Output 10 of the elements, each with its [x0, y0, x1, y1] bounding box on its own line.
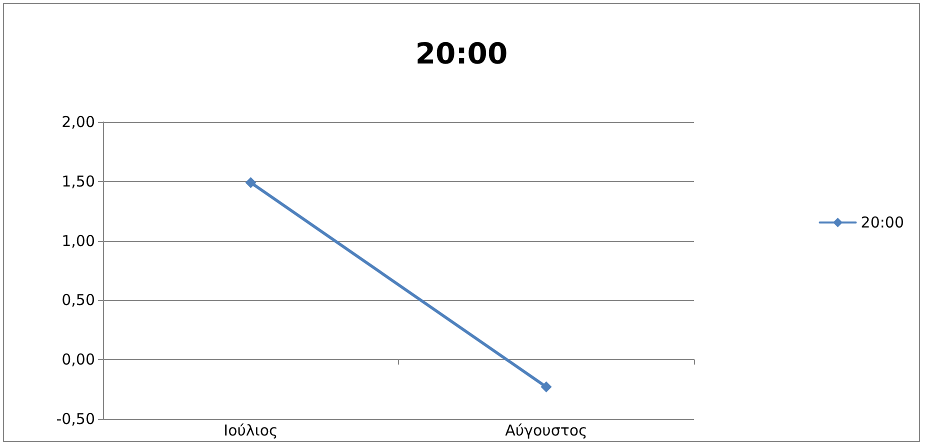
y-tick-label: 1,50 [62, 172, 95, 190]
y-tick-label: 2,00 [62, 113, 95, 131]
x-tick-label: Αύγουστος [505, 422, 588, 440]
chart-title: 20:00 [415, 36, 508, 70]
y-tick-label: 0,50 [62, 291, 95, 310]
y-tick-label: -0,50 [56, 410, 95, 428]
legend-label: 20:00 [860, 214, 904, 232]
x-tick-label: Ιούλιος [224, 422, 278, 440]
y-tick-label: 0,00 [62, 350, 95, 369]
y-tick-label: 1,00 [62, 232, 95, 250]
